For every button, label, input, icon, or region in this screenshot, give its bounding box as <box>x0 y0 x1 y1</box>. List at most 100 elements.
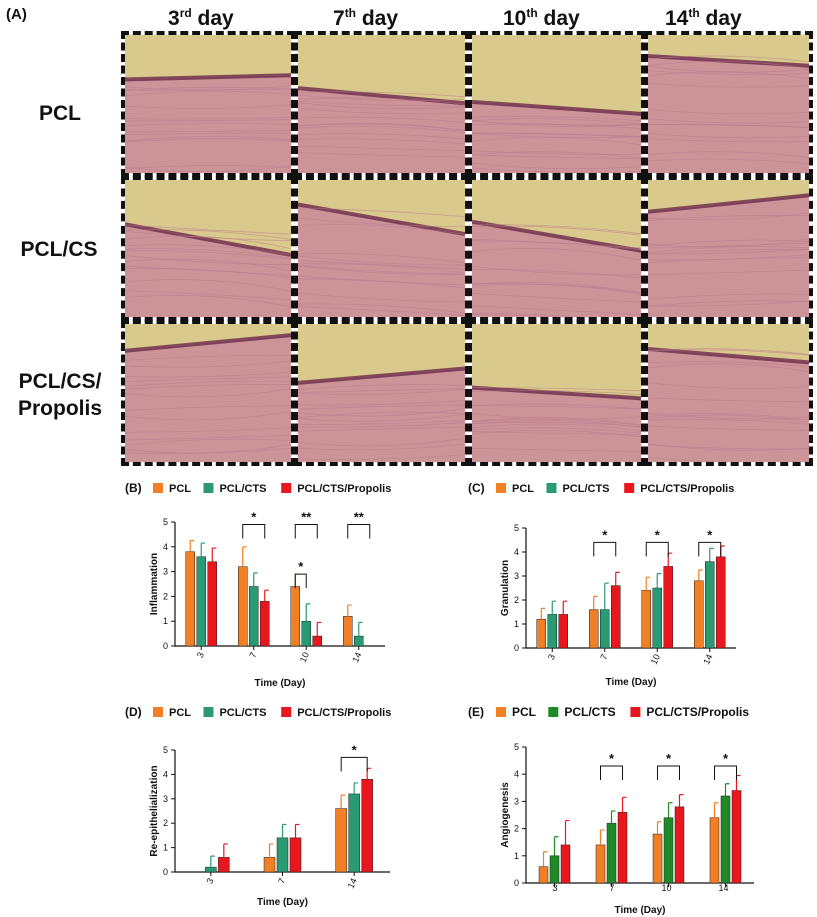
error-bar <box>200 542 206 557</box>
significance-label: * <box>655 527 661 542</box>
y-tick-label: 2 <box>163 818 168 828</box>
bar <box>290 586 300 647</box>
error-bar <box>709 547 714 562</box>
y-tick-label: 2 <box>514 824 519 834</box>
x-tick-label: 14 <box>350 651 363 664</box>
y-tick-label: 1 <box>514 851 519 861</box>
legend-label: PCL/CTS <box>562 483 609 495</box>
significance-bracket <box>714 765 737 781</box>
legend-label: PCL <box>512 483 534 495</box>
x-tick-label: 3 <box>195 651 206 660</box>
row-label-line: PCL <box>39 102 81 125</box>
histology-image <box>294 320 469 466</box>
error-bar <box>540 607 546 620</box>
bar <box>238 566 248 647</box>
error-bar <box>667 552 673 567</box>
histology-section-svg <box>125 324 291 462</box>
row-label-line: Propolis <box>17 397 102 420</box>
day-header-14: 14th day <box>665 6 742 31</box>
x-tick-label: 10 <box>298 651 311 664</box>
y-tick-label: 5 <box>163 517 168 527</box>
bar <box>312 635 322 647</box>
chart-svg: (B) PCL PCL/CTS PCL/CTS/Propolis 0 1 2 3 4 5 Infla… <box>125 481 391 689</box>
bar <box>558 614 568 649</box>
day-word: day <box>537 7 580 30</box>
histology-image <box>468 31 645 177</box>
error-bar <box>621 796 627 813</box>
histology-image <box>468 176 645 321</box>
error-bar <box>553 836 559 856</box>
bar <box>547 614 557 649</box>
histology-image <box>644 31 813 177</box>
error-bar <box>294 823 300 838</box>
error-bar <box>564 819 570 845</box>
histology-section-svg <box>472 35 641 173</box>
significance-bracket <box>593 541 617 557</box>
histology-image <box>121 176 295 321</box>
day-word: day <box>699 7 742 30</box>
y-tick-label: 4 <box>514 547 519 557</box>
bar <box>674 806 685 884</box>
day-number: 14 <box>665 7 689 30</box>
panel-letter: (C) <box>468 481 485 495</box>
histology-section-svg <box>472 180 641 317</box>
y-tick-label: 0 <box>163 867 168 877</box>
bar <box>335 808 347 873</box>
x-tick-label: 3 <box>546 653 557 662</box>
day-word: day <box>191 7 234 30</box>
histology-section-svg <box>648 180 809 317</box>
row-label-pcl-cs-propolis: PCL/CS/ Propolis <box>4 368 116 422</box>
x-tick-label: 7 <box>598 653 609 662</box>
y-tick-label: 0 <box>514 643 519 653</box>
significance-bracket <box>645 541 669 557</box>
significance-bracket <box>657 765 680 781</box>
bar <box>589 609 599 649</box>
y-tick-label: 0 <box>163 641 168 651</box>
inflammation-chart: (B) PCL PCL/CTS PCL/CTS/Propolis 0 1 2 3 4 5 Infla… <box>125 478 455 689</box>
error-bar <box>268 843 274 858</box>
day-number: 7 <box>333 7 345 30</box>
day-header-10: 10th day <box>503 6 580 31</box>
bar <box>595 844 606 884</box>
panel-a-letter: (A) <box>6 6 27 23</box>
bar <box>196 556 206 647</box>
significance-label: * <box>666 751 672 766</box>
legend-label: PCL <box>512 705 536 719</box>
error-bar <box>305 603 311 622</box>
panel-letter: (E) <box>468 705 484 719</box>
error-bar <box>656 821 662 835</box>
error-bar <box>720 545 725 557</box>
panel-letter: (D) <box>125 705 142 719</box>
x-tick-label: 3 <box>552 883 557 893</box>
y-tick-label: 3 <box>163 794 168 804</box>
x-axis-title: Time (Day) <box>257 897 308 908</box>
angiogenesis-chart: (E) PCL PCL/CTS PCL/CTS/Propolis 0 1 2 3 4 5 Angio… <box>468 702 813 916</box>
error-bar <box>610 810 616 824</box>
bar <box>260 601 270 647</box>
significance-label: * <box>602 527 608 542</box>
bar <box>694 580 704 649</box>
bar <box>600 609 610 649</box>
bar <box>716 556 726 649</box>
y-axis-title: Inflammation <box>149 553 160 615</box>
histology-grid <box>121 31 813 466</box>
error-bar <box>656 573 662 588</box>
row-label-line: PCL/CS/ <box>18 370 102 393</box>
histology-section-svg <box>298 35 465 173</box>
bar <box>652 833 663 884</box>
histology-image <box>294 31 469 177</box>
x-tick-label: 7 <box>276 877 287 886</box>
day-number: 10 <box>503 7 527 30</box>
x-tick-label: 14 <box>718 883 728 893</box>
significance-label: ** <box>354 509 365 524</box>
bar <box>538 866 549 884</box>
error-bar <box>698 569 703 581</box>
day-header-7: 7th day <box>333 6 398 31</box>
error-bar <box>211 547 217 562</box>
bar <box>301 620 311 647</box>
significance-label: * <box>707 527 713 542</box>
legend-label: PCL/CTS/Propolis <box>297 707 391 719</box>
histology-image <box>294 176 469 321</box>
legend-label: PCL/CTS <box>219 483 266 495</box>
legend-swatch <box>153 483 163 493</box>
